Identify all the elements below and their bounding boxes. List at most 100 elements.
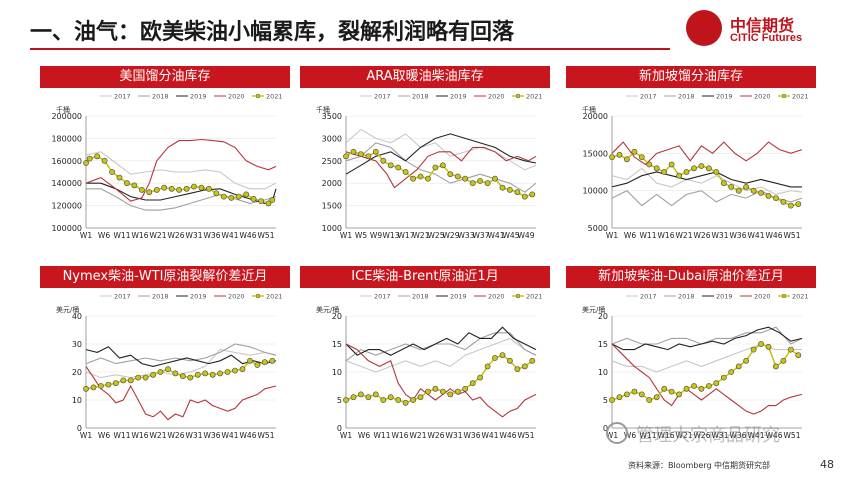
series-point-2021: [661, 385, 668, 392]
series-line-2017: [611, 167, 803, 195]
series-point-2021: [683, 169, 690, 175]
series-point-2021: [477, 178, 483, 184]
chart-legend: 2017 2018 2019 2020 2021: [626, 93, 809, 101]
y-tick-label: 20000: [583, 112, 608, 121]
series-point-2021: [372, 391, 379, 398]
series-point-2021: [780, 199, 787, 205]
y-tick-label: 5: [337, 396, 342, 405]
x-tick-label: W9: [370, 231, 382, 240]
series-line-2017: [345, 128, 537, 171]
series-point-2021: [765, 193, 772, 199]
series-point-2021: [624, 156, 630, 163]
chart-title: 美国馏分油库存: [40, 66, 290, 88]
legend-marker-2021: [255, 293, 261, 299]
series-point-2021: [447, 171, 454, 178]
series-point-2021: [198, 184, 205, 191]
series-point-2021: [209, 371, 216, 378]
x-tick-label: W1: [340, 431, 352, 440]
series-point-2021: [157, 369, 164, 375]
x-tick-label: W41: [748, 431, 765, 440]
series-point-2021: [609, 154, 615, 160]
series-point-2021: [750, 187, 757, 194]
series-point-2021: [705, 165, 712, 172]
series-line-2017: [611, 343, 802, 373]
series-point-2021: [187, 374, 194, 381]
x-tick-label: W21: [410, 431, 427, 440]
series-point-2021: [447, 391, 454, 398]
series-point-2021: [232, 367, 238, 374]
series-point-2021: [131, 182, 138, 189]
series-point-2021: [631, 388, 638, 395]
series-line-2017: [345, 337, 537, 373]
series-point-2021: [109, 169, 115, 175]
x-tick-label: W46: [500, 431, 517, 440]
series-point-2021: [142, 374, 149, 381]
series-point-2021: [720, 180, 727, 187]
series-point-2021: [410, 397, 416, 403]
chart-title: ICE柴油-Brent原油近1月: [300, 266, 550, 288]
series-point-2021: [410, 175, 416, 182]
series-point-2021: [150, 371, 156, 378]
series-line-2019: [85, 346, 277, 367]
series-point-2021: [432, 164, 439, 171]
series-point-2021: [713, 169, 720, 175]
series-point-2021: [395, 397, 402, 403]
series-point-2021: [139, 187, 145, 193]
x-tick-label: W45: [503, 231, 520, 240]
y-tick-label: 200000: [51, 112, 82, 121]
unit-label: 千桶: [582, 105, 596, 114]
x-tick-label: W51: [258, 431, 275, 440]
series-point-2021: [358, 151, 364, 157]
x-tick-label: W36: [730, 231, 747, 240]
series-line-2020: [345, 146, 537, 189]
series-point-2021: [646, 397, 653, 403]
series-point-2021: [402, 399, 409, 406]
series-point-2021: [484, 180, 491, 187]
x-tick-label: W36: [730, 431, 747, 440]
series-point-2021: [462, 385, 469, 392]
series-point-2021: [83, 385, 89, 392]
x-tick-label: W16: [658, 431, 675, 440]
series-point-2021: [795, 352, 802, 359]
series-point-2021: [191, 183, 197, 190]
x-tick-label: W1: [80, 431, 92, 440]
x-tick-label: W51: [258, 231, 275, 240]
x-tick-label: W1: [80, 231, 92, 240]
series-point-2021: [691, 383, 697, 389]
legend-label-2020: 2020: [488, 293, 505, 301]
series-line-2020: [85, 366, 277, 421]
x-tick-label: W26: [694, 231, 711, 240]
series-point-2021: [395, 164, 402, 171]
chart-legend: 2017 2018 2019 2020 2021: [360, 293, 543, 301]
x-tick-label: W6: [98, 231, 110, 240]
series-point-2021: [343, 397, 349, 403]
series-point-2021: [506, 187, 513, 193]
x-tick-label: W21: [413, 231, 430, 240]
legend-label-2020: 2020: [228, 93, 245, 101]
series-point-2021: [153, 187, 160, 193]
x-tick-label: W1: [340, 231, 352, 240]
series-point-2021: [609, 397, 615, 403]
title-underline: [30, 48, 670, 50]
series-point-2021: [705, 383, 712, 389]
series-point-2021: [217, 370, 223, 377]
legend-marker-2021: [255, 93, 261, 99]
legend-label-2019: 2019: [190, 293, 207, 301]
series-point-2021: [492, 355, 498, 361]
citic-logo-icon: [686, 10, 722, 46]
series-point-2021: [439, 388, 446, 395]
legend-marker-2021: [781, 93, 787, 99]
series-point-2021: [350, 148, 357, 155]
series-line-2020: [85, 138, 277, 202]
x-tick-label: W46: [240, 431, 257, 440]
x-tick-label: W36: [464, 431, 481, 440]
legend-marker-2021: [781, 293, 787, 299]
series-line-2018: [86, 188, 277, 211]
series-point-2021: [165, 366, 171, 373]
x-tick-label: W33: [458, 231, 475, 240]
x-tick-label: W21: [150, 231, 167, 240]
series-point-2021: [638, 391, 645, 398]
legend-label-2021: 2021: [526, 293, 543, 301]
series-point-2021: [101, 157, 108, 164]
